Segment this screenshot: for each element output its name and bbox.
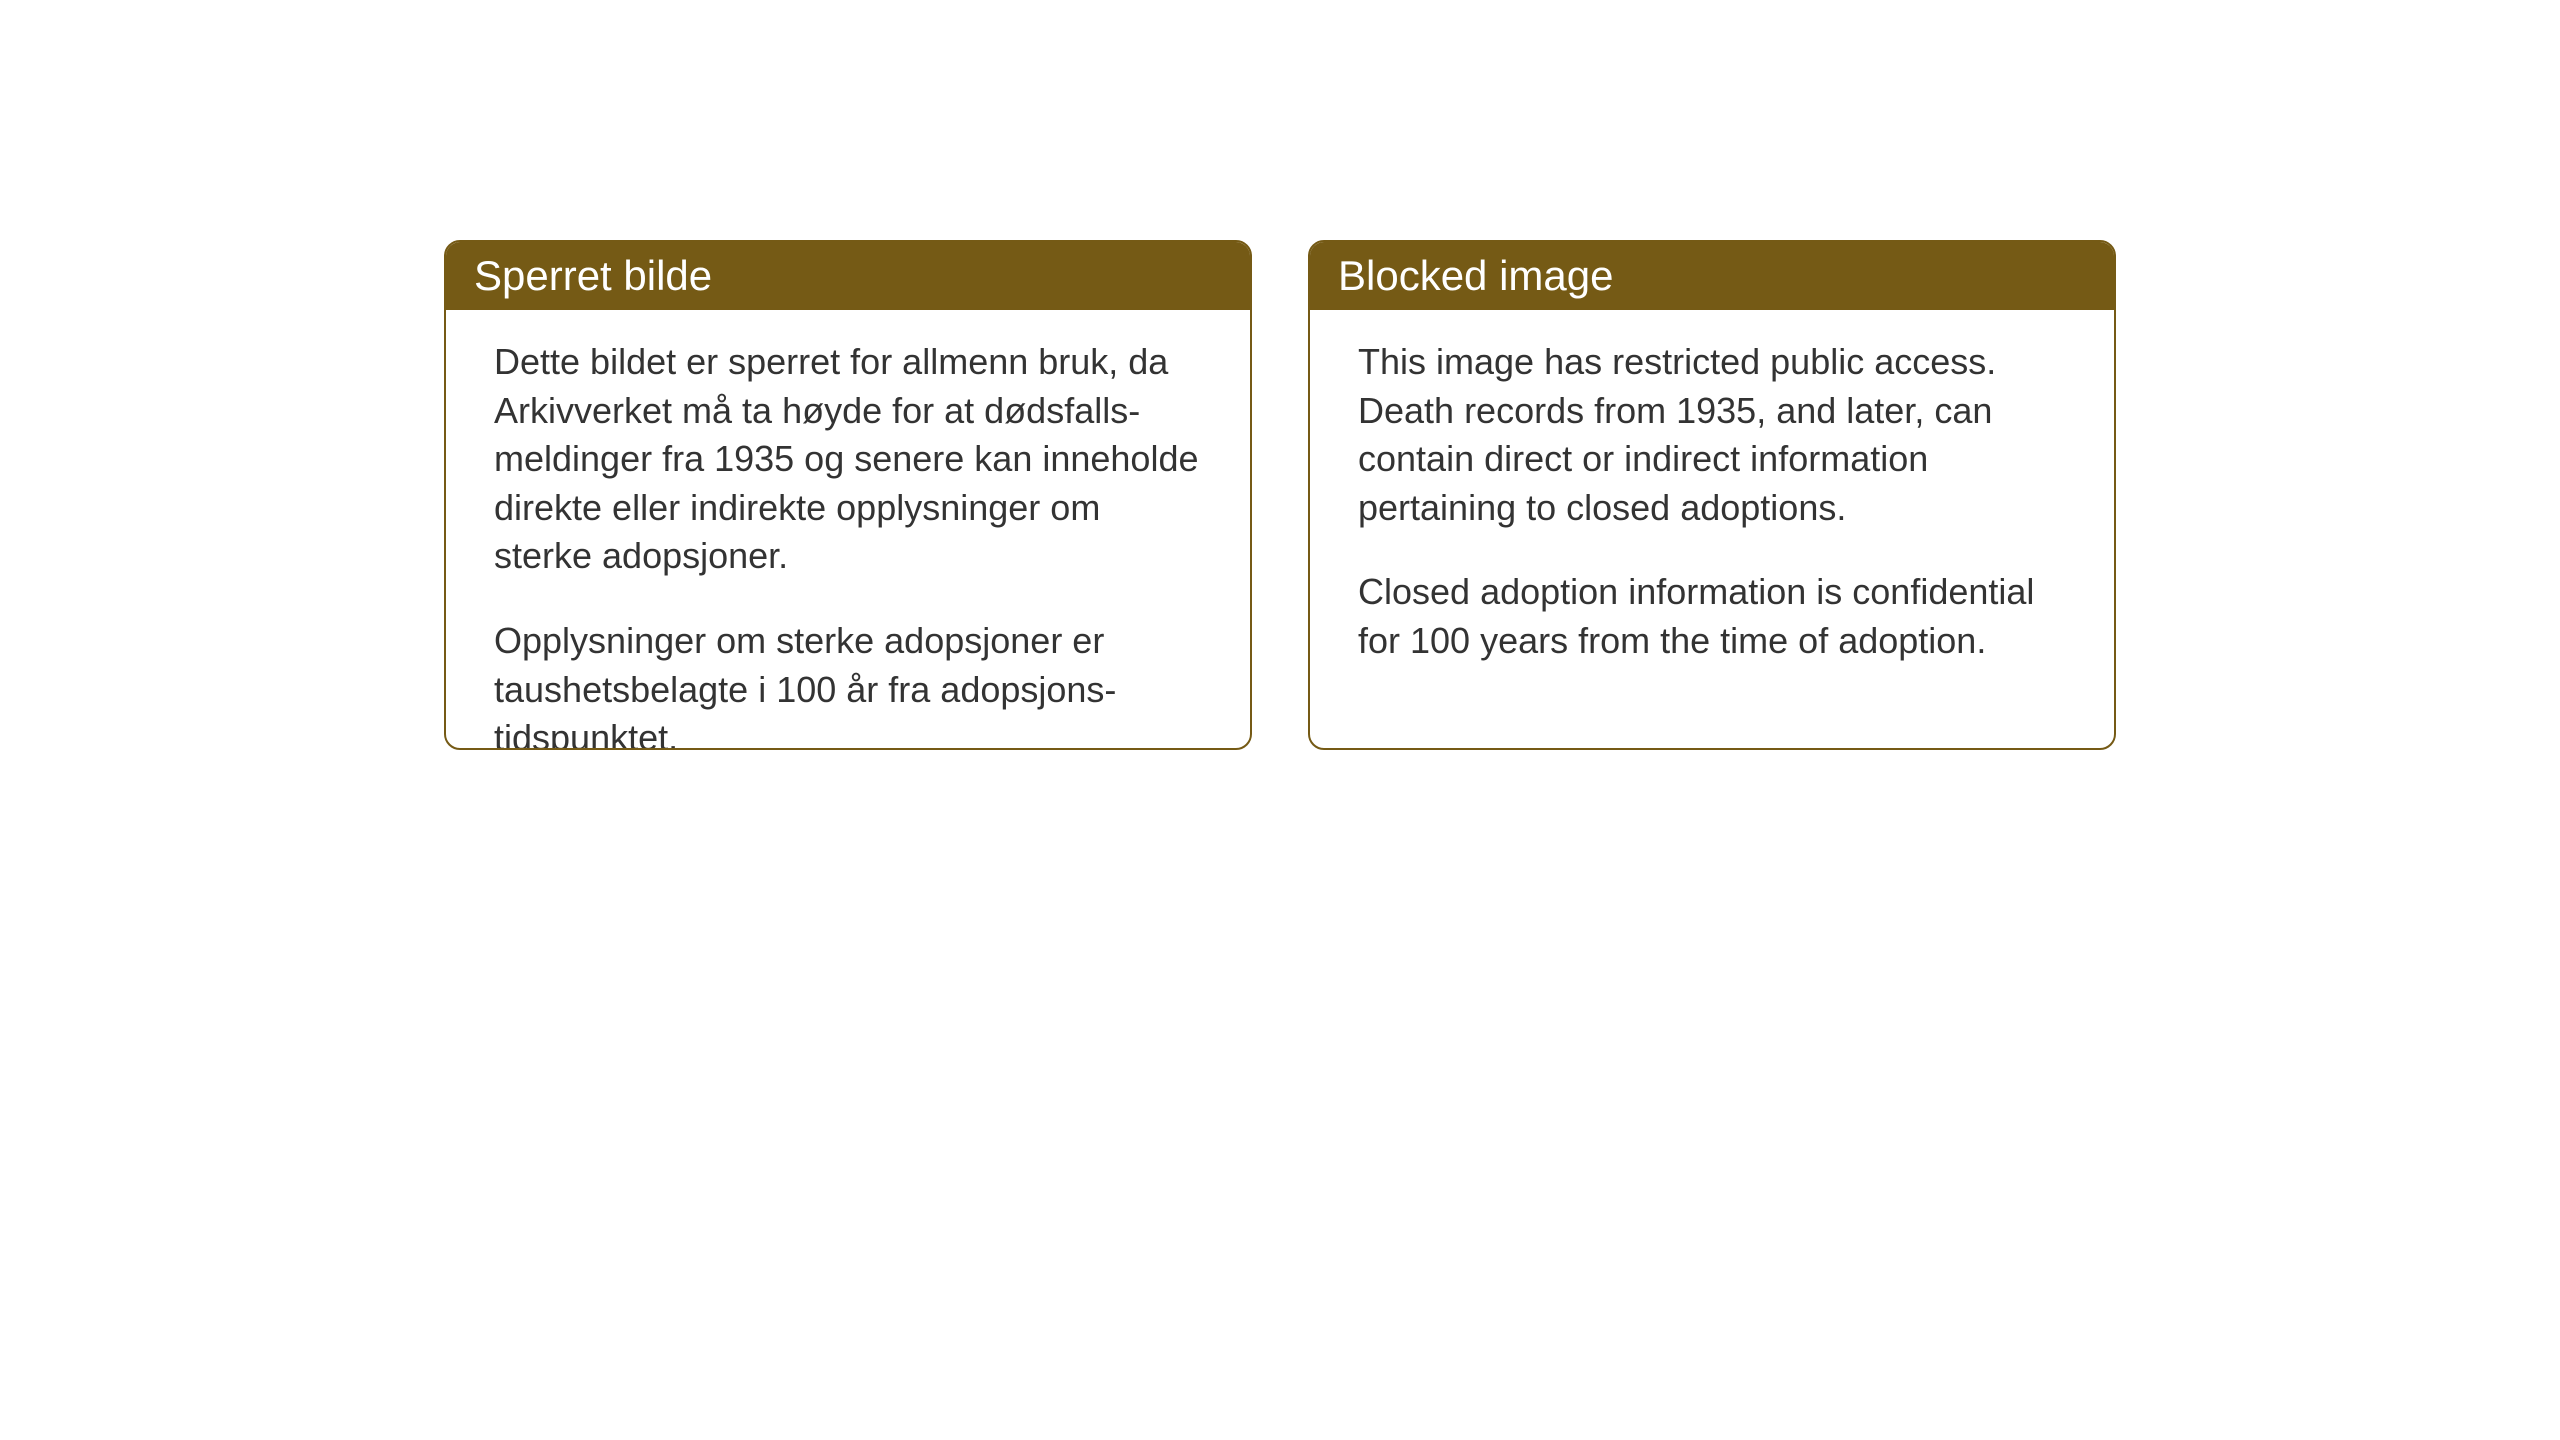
card-english-title: Blocked image [1338, 252, 1613, 299]
card-english-paragraph2: Closed adoption information is confident… [1358, 568, 2066, 665]
card-norwegian-title: Sperret bilde [474, 252, 712, 299]
card-norwegian-paragraph1: Dette bildet er sperret for allmenn bruk… [494, 338, 1202, 581]
card-english-paragraph1: This image has restricted public access.… [1358, 338, 2066, 532]
card-norwegian-header: Sperret bilde [446, 242, 1250, 310]
card-norwegian-body: Dette bildet er sperret for allmenn bruk… [446, 310, 1250, 750]
card-norwegian: Sperret bilde Dette bildet er sperret fo… [444, 240, 1252, 750]
card-english: Blocked image This image has restricted … [1308, 240, 2116, 750]
card-english-body: This image has restricted public access.… [1310, 310, 2114, 694]
cards-container: Sperret bilde Dette bildet er sperret fo… [444, 240, 2116, 750]
card-english-header: Blocked image [1310, 242, 2114, 310]
card-norwegian-paragraph2: Opplysninger om sterke adopsjoner er tau… [494, 617, 1202, 750]
